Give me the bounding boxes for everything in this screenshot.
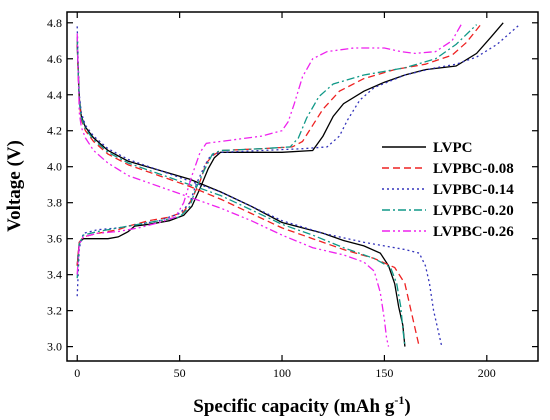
x-tick-label: 200 xyxy=(478,366,496,380)
series-lvpbc-0-14-discharge-curve xyxy=(76,26,443,347)
x-axis-title-end: ) xyxy=(404,396,410,417)
x-axis-title-main: Specific capacity (mAh g xyxy=(193,396,395,417)
y-tick-label: 4.8 xyxy=(47,16,62,30)
legend-label-lvpbc-0-14: LVPBC-0.14 xyxy=(433,182,514,198)
y-tick-label: 4.6 xyxy=(47,52,62,66)
series-lvpbc-0-20-discharge-curve xyxy=(76,37,406,347)
y-tick-label: 4.2 xyxy=(47,124,62,138)
legend-label-lvpc: LVPC xyxy=(433,140,472,156)
plot-frame xyxy=(66,11,539,362)
y-tick-label: 4.4 xyxy=(47,88,62,102)
x-tick-label: 150 xyxy=(375,366,393,380)
ticks-layer: 0 50 100 150 200 3.0 3.2 3.4 3.6 3.8 4.0 4.2 4.4 4.6 4… xyxy=(47,12,538,380)
series-lvpc-charge-curve xyxy=(76,22,504,266)
x-tick-label: 100 xyxy=(273,366,291,380)
x-tick-label: 50 xyxy=(174,366,186,380)
x-tick-label: 0 xyxy=(74,366,80,380)
x-axis-title-sup: -1 xyxy=(394,393,404,407)
y-axis-title: Voltage (V) xyxy=(4,140,25,232)
legend-label-lvpbc-0-26: LVPBC-0.26 xyxy=(433,224,514,240)
x-axis-title: Specific capacity (mAh g-1) xyxy=(193,393,410,417)
series-lvpbc-0-20-charge-curve xyxy=(76,24,478,279)
y-tick-label: 3.4 xyxy=(47,268,62,282)
y-tick-label: 3.8 xyxy=(47,196,62,210)
series-layer xyxy=(76,22,521,347)
legend-label-lvpbc-0-20: LVPBC-0.20 xyxy=(433,203,514,219)
legend-label-lvpbc-0-08: LVPBC-0.08 xyxy=(433,161,514,177)
series-lvpbc-0-26-charge-curve xyxy=(76,22,463,275)
series-lvpbc-0-26-discharge-curve xyxy=(76,33,390,347)
y-tick-label: 3.6 xyxy=(47,232,62,246)
y-tick-label: 4.0 xyxy=(47,160,62,174)
y-tick-label: 3.0 xyxy=(47,340,62,354)
legend: LVPC LVPBC-0.08 LVPBC-0.14 LVPBC-0.20 LVPBC-… xyxy=(382,140,514,240)
y-tick-label: 3.2 xyxy=(47,304,62,318)
